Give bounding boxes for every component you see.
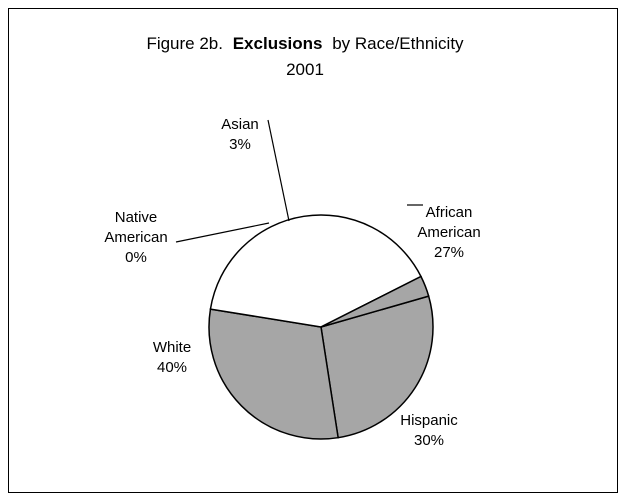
pie-slice-african-american — [320, 295, 434, 439]
slice-label-hispanic: Hispanic 30% — [400, 412, 458, 449]
chart-title-suffix: by Race/Ethnicity — [332, 34, 464, 53]
slice-name-line: Native — [115, 209, 158, 226]
slice-value-label: 40% — [157, 359, 187, 376]
chart-title-bold: Exclusions — [233, 34, 323, 53]
slice-name-line: Hispanic — [400, 412, 458, 429]
slice-value-label: 0% — [125, 249, 147, 266]
slice-name-line: African — [426, 204, 473, 221]
chart-subtitle: 2001 — [286, 60, 324, 79]
slice-label-white: White 40% — [153, 339, 191, 376]
pie-slice-white — [209, 214, 422, 328]
pie-slices — [208, 214, 434, 440]
leader-line-native-american — [175, 222, 270, 243]
chart-frame: Figure 2b. Exclusions by Race/Ethnicity … — [8, 8, 618, 493]
leader-line-asian — [267, 119, 290, 222]
chart-title: Figure 2b. Exclusions by Race/Ethnicity — [146, 34, 464, 53]
leader-lines — [175, 119, 423, 243]
pie-slice-hispanic — [208, 308, 339, 440]
slice-label-african-american: African American 27% — [417, 204, 480, 261]
slice-name-line: White — [153, 339, 191, 356]
slice-label-native-american: Native American 0% — [104, 209, 167, 266]
slice-value-label: 3% — [229, 136, 251, 153]
slice-name-line: American — [417, 224, 480, 241]
slice-name-line: American — [104, 229, 167, 246]
slice-value-label: 30% — [414, 432, 444, 449]
chart-title-prefix: Figure 2b. — [146, 34, 223, 53]
slice-name-line: Asian — [221, 116, 259, 133]
slice-label-asian: Asian 3% — [221, 116, 259, 153]
pie-slice-asian — [320, 275, 430, 328]
slice-value-label: 27% — [434, 244, 464, 261]
slice-labels: African American 27% Hispanic 30% White 40% Nat… — [104, 116, 480, 449]
pie-chart: Figure 2b. Exclusions by Race/Ethnicity … — [104, 34, 480, 449]
